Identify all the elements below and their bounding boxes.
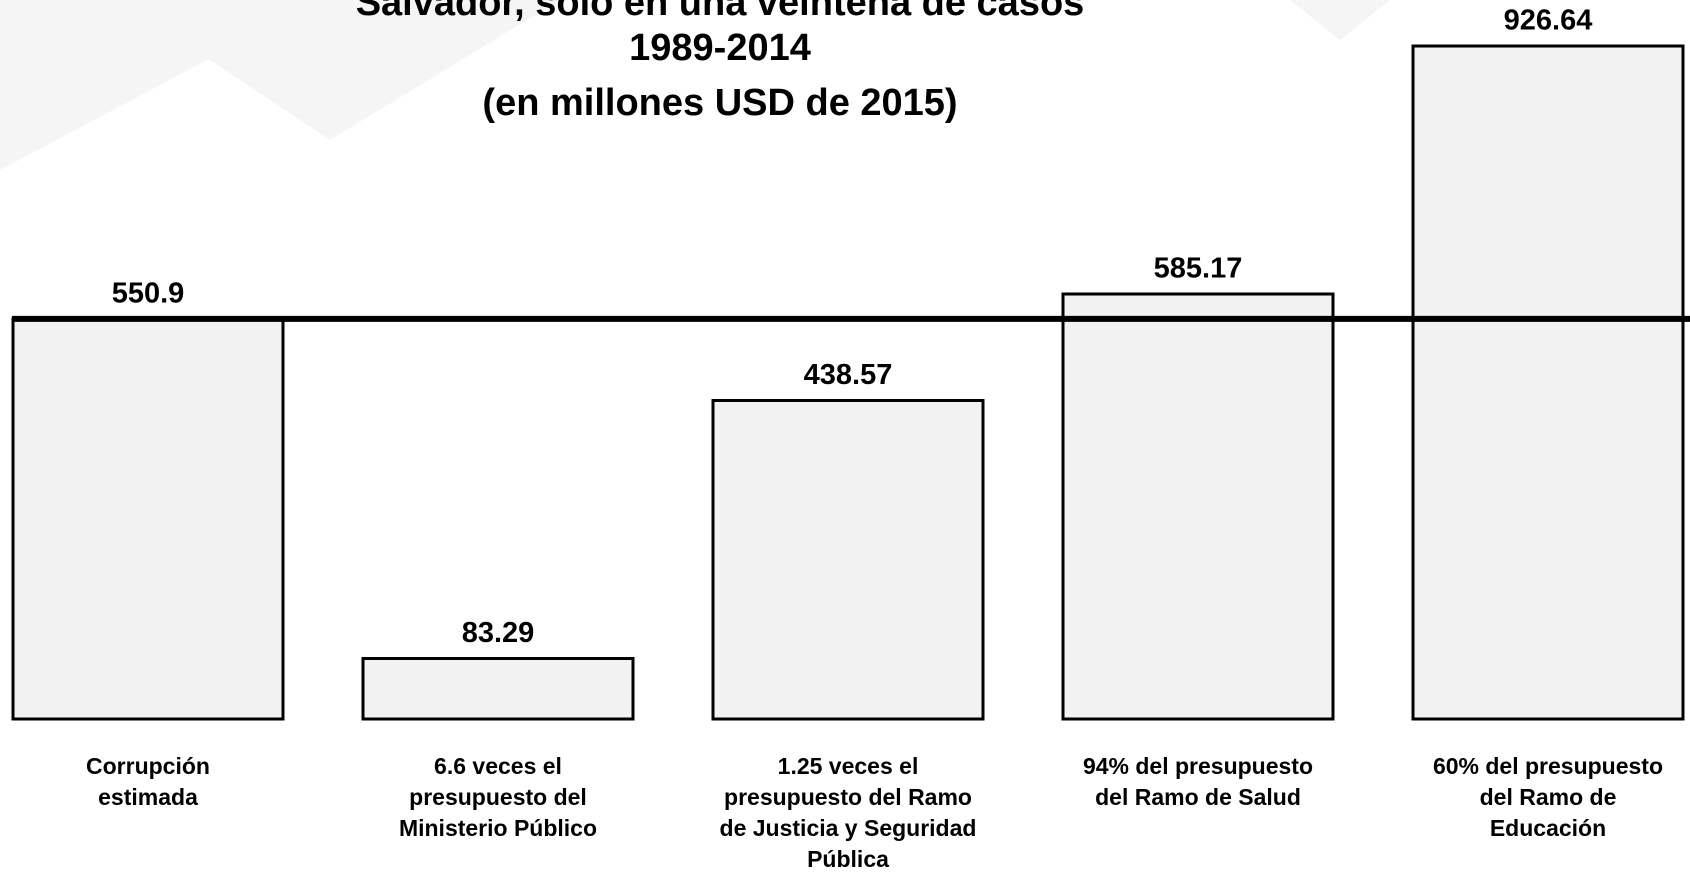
value-label: 926.64: [1504, 5, 1593, 37]
x-tick-label: Educación: [1490, 815, 1606, 841]
x-tick-label: Pública: [807, 846, 889, 872]
x-tick-label: 94% del presupuesto: [1083, 753, 1313, 779]
x-tick-label: 1.25 veces el: [778, 753, 919, 779]
value-label: 438.57: [804, 359, 893, 391]
bar: [1411, 44, 1685, 721]
chart-title: (en millones USD de 2015): [482, 82, 957, 124]
x-tick-label: presupuesto del Ramo: [724, 784, 972, 810]
x-tick-label: del Ramo de: [1480, 784, 1617, 810]
x-tick-label: 6.6 veces el: [434, 753, 562, 779]
bar: [1061, 292, 1335, 721]
x-tick-label: 60% del presupuesto: [1433, 753, 1663, 779]
x-tick-label: del Ramo de Salud: [1095, 784, 1301, 810]
chart-title: 1989-2014: [629, 27, 811, 69]
bar: [361, 657, 635, 721]
x-tick-label: Ministerio Público: [399, 815, 597, 841]
chart-title: Salvador, solo en una veintena de casos: [356, 0, 1085, 24]
x-tick-label: estimada: [98, 784, 198, 810]
x-tick-label: presupuesto del: [409, 784, 587, 810]
value-label: 585.17: [1154, 253, 1243, 285]
background-decoration: [0, 0, 1390, 170]
x-tick-label: de Justicia y Seguridad: [720, 815, 977, 841]
value-label: 550.9: [112, 278, 185, 310]
value-label: 83.29: [462, 617, 535, 649]
bar: [11, 317, 285, 721]
bar: [711, 398, 985, 721]
x-tick-label: Corrupción: [86, 753, 210, 779]
